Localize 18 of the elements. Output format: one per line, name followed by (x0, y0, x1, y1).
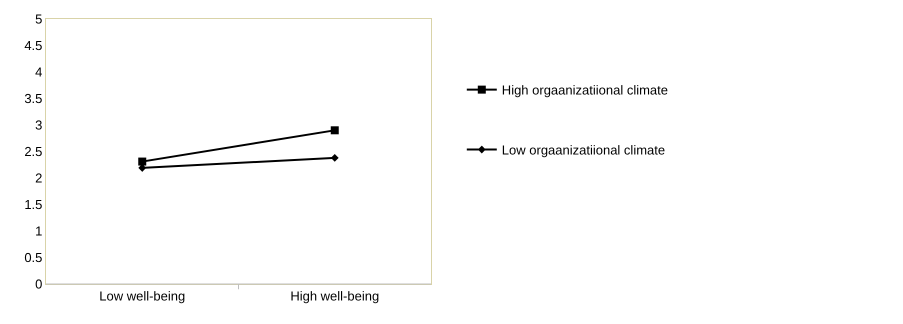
y-tick-label: 4 (35, 64, 42, 80)
y-tick-label: 3 (35, 118, 42, 133)
legend-label: Low orgaanizatiional climate (502, 142, 666, 158)
y-tick-label: 5 (35, 12, 42, 27)
point (330, 126, 339, 134)
y-tick-label: 1.5 (24, 197, 42, 212)
legend-label: High orgaanizatiional climate (502, 82, 668, 98)
y-tick-label: 0.5 (24, 250, 42, 266)
y-tick-label: 0 (35, 276, 42, 292)
x-tick-label: High well-being (290, 288, 380, 304)
y-tick-label: 3.5 (24, 91, 42, 106)
point (330, 154, 339, 162)
y-tick-label: 2 (35, 170, 42, 186)
x-tick-label: Low well-being (99, 288, 186, 304)
y-tick-label: 4.5 (24, 38, 42, 54)
y-tick-label: 2.5 (24, 144, 42, 160)
point (138, 158, 146, 166)
y-tick-label: 1 (35, 224, 42, 239)
